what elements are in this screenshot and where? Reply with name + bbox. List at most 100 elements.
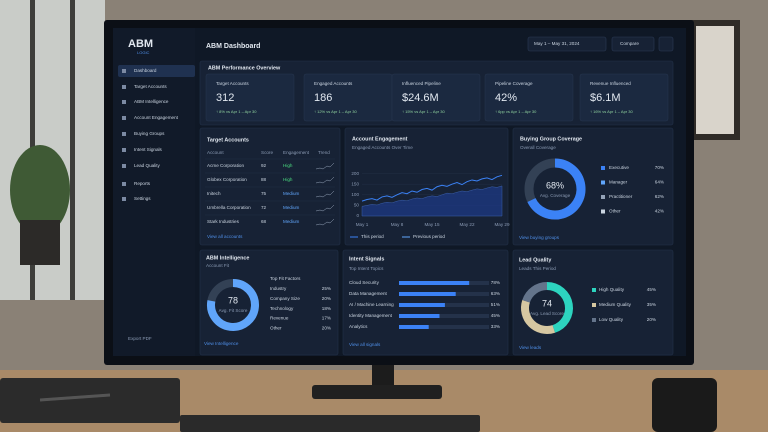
table-cell: Medium xyxy=(283,191,300,196)
monitor-base xyxy=(312,385,442,399)
table-cell: High xyxy=(283,177,293,182)
keyboard xyxy=(180,415,480,432)
legend-label: Previous period xyxy=(413,234,445,239)
x-tick-label: May 8 xyxy=(391,222,404,227)
kpi-change: ↑ 12% vs Apr 1 – Apr 30 xyxy=(314,109,357,114)
factor-name: Company Size xyxy=(270,296,300,301)
link[interactable]: View leads xyxy=(519,345,542,350)
bar-track xyxy=(399,325,489,329)
panel xyxy=(199,127,341,246)
link[interactable]: View all accounts xyxy=(207,234,243,239)
menu-item[interactable]: ABM Intelligence xyxy=(134,99,169,104)
donut-caption: Avg. Fit Score xyxy=(219,308,248,313)
donut-caption: Avg. Coverage xyxy=(540,193,571,198)
menu-item[interactable]: Settings xyxy=(134,196,151,201)
menu-item[interactable]: Target Accounts xyxy=(134,84,167,89)
donut-caption: Avg. Lead Score xyxy=(530,311,564,316)
donut-segment xyxy=(527,158,586,220)
topic-value: 51% xyxy=(491,302,500,307)
table-cell: 92 xyxy=(261,163,267,168)
mug xyxy=(652,378,717,432)
topic-value: 63% xyxy=(491,291,500,296)
legend-value: 35% xyxy=(647,302,656,307)
table-cell: High xyxy=(283,163,293,168)
table-cell: Umbrella Corporation xyxy=(207,205,251,210)
menu-item[interactable]: Dashboard xyxy=(134,68,157,73)
window-frame xyxy=(70,0,75,300)
menu-item[interactable]: Account Engagement xyxy=(134,115,179,120)
legend-label: Medium Quality xyxy=(599,302,632,307)
kpi-value: 312 xyxy=(216,92,234,104)
column-header: Score xyxy=(261,150,273,155)
menu-item[interactable]: Reports xyxy=(134,181,151,186)
legend-swatch xyxy=(601,195,605,199)
column-header: Account xyxy=(207,150,224,155)
topic-value: 78% xyxy=(491,280,500,285)
menu-icon xyxy=(122,116,126,120)
panel-title: Target Accounts xyxy=(207,137,249,143)
date-picker[interactable] xyxy=(527,36,607,52)
legend-value: 64% xyxy=(655,180,664,185)
kpi-label: Influenced Pipeline xyxy=(402,81,441,86)
menu-icon xyxy=(122,197,126,201)
table-cell: Medium xyxy=(283,219,300,224)
link[interactable]: View Intelligence xyxy=(204,341,239,346)
line xyxy=(361,174,503,202)
kpi-change: ↑ 8% vs Apr 1 – Apr 30 xyxy=(216,109,257,114)
factor-name: Industry xyxy=(270,286,287,291)
legend-value: 70% xyxy=(655,165,664,170)
menu-icon xyxy=(122,132,126,136)
table-cell: 68 xyxy=(261,219,267,224)
menu-icon xyxy=(122,100,126,104)
table-cell: 88 xyxy=(261,177,267,182)
plant xyxy=(10,145,70,235)
legend-swatch xyxy=(601,180,605,185)
factor-value: 18% xyxy=(322,306,331,311)
menu-icon xyxy=(122,164,126,168)
legend-swatch xyxy=(592,303,596,307)
factor-name: Revenue xyxy=(270,316,289,321)
kpi-change: ↑ 6pp vs Apr 1 – Apr 30 xyxy=(495,109,537,114)
x-tick-label: May 22 xyxy=(459,222,475,227)
legend-label: Manager xyxy=(609,180,628,185)
topic-name: Cloud Security xyxy=(349,280,380,285)
y-tick-label: 50 xyxy=(354,203,360,208)
kpi-card xyxy=(391,73,481,122)
panel-title: Intent Signals xyxy=(349,256,384,262)
x-tick-label: May 15 xyxy=(424,222,440,227)
topic-name: AI / Machine Learning xyxy=(349,302,394,307)
table-cell: Stark Industries xyxy=(207,219,240,224)
logo: ABM xyxy=(128,38,153,50)
factor-value: 25% xyxy=(322,286,331,291)
kpi-change: ↑ 16% vs Apr 1 – Apr 30 xyxy=(590,109,633,114)
y-tick-label: 150 xyxy=(351,181,359,186)
panel-subtitle: Leads This Period xyxy=(519,266,556,271)
panel-subtitle: Overall Coverage xyxy=(520,145,556,150)
grid-button[interactable] xyxy=(658,36,674,52)
link[interactable]: View buying groups xyxy=(519,235,560,240)
bar xyxy=(399,325,429,329)
bar xyxy=(399,314,440,318)
link[interactable]: View all signals xyxy=(349,342,381,347)
menu-item[interactable]: Buying Groups xyxy=(134,131,165,136)
menu-item[interactable]: Lead Quality xyxy=(134,163,160,168)
legend-swatch xyxy=(601,166,605,170)
table-cell: 75 xyxy=(261,191,267,196)
menu-item[interactable]: Intent Signals xyxy=(134,147,163,152)
donut-segment xyxy=(207,279,259,331)
kpi-label: Target Accounts xyxy=(216,81,249,86)
topic-value: 33% xyxy=(491,324,500,329)
compare-label: Compare xyxy=(620,41,639,46)
menu-icon xyxy=(122,85,126,89)
legend-value: 42% xyxy=(655,209,664,214)
compare-button[interactable] xyxy=(611,36,655,52)
legend-label: Practitioner xyxy=(609,194,633,199)
export-button[interactable]: Export PDF xyxy=(128,336,152,341)
column-header: Engagement xyxy=(283,150,310,155)
bar xyxy=(399,303,445,307)
factors-title: Top Fit Factors xyxy=(270,276,301,281)
kpi-card xyxy=(579,73,669,122)
picture xyxy=(696,26,734,134)
legend-value: 45% xyxy=(647,287,656,292)
y-tick-label: 0 xyxy=(356,213,359,218)
